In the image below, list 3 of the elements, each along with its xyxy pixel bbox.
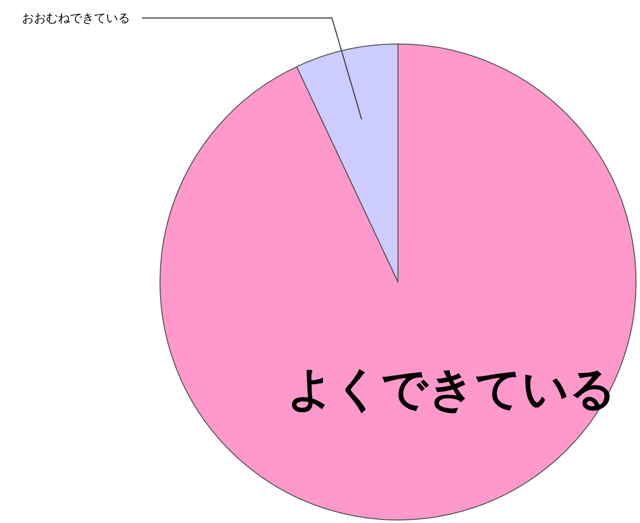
pie-slice — [160, 44, 636, 520]
slice-label: おおむねできている — [22, 11, 130, 25]
slice-label: よくできている — [286, 362, 616, 416]
